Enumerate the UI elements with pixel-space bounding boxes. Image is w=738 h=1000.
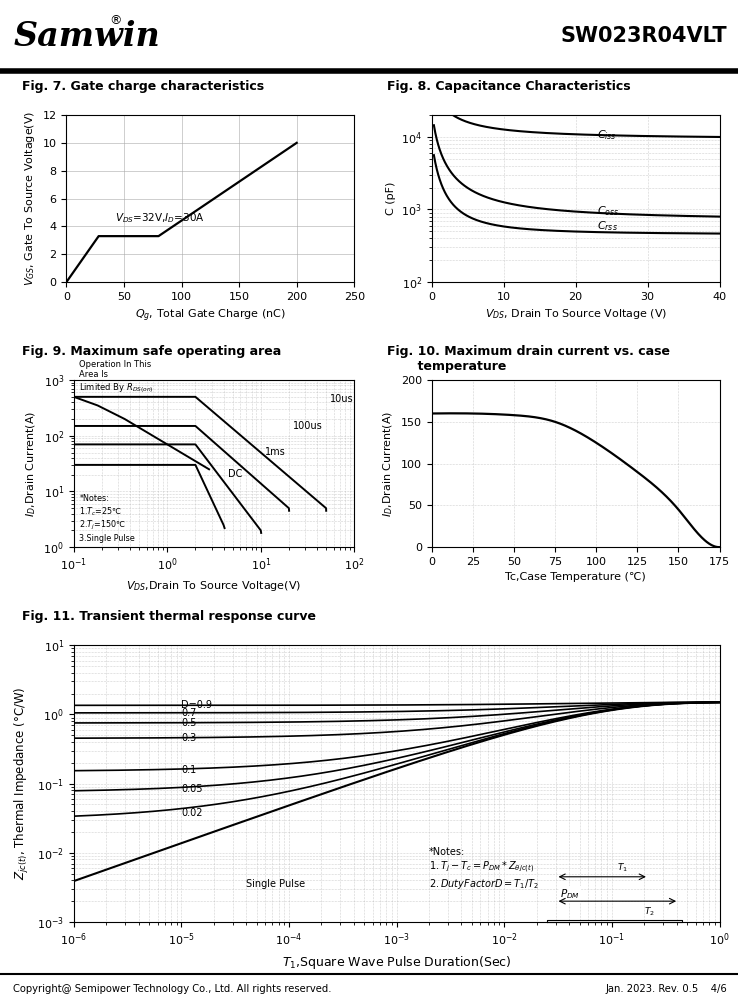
Text: $T_1$: $T_1$ xyxy=(617,861,628,874)
Text: $C_{oss}$: $C_{oss}$ xyxy=(597,204,620,218)
Text: D=0.9: D=0.9 xyxy=(182,700,213,710)
Text: *Notes:
$1.T_j-T_c=P_{DM}*Z_{\theta jc(t)}$
$2.Duty Factor D=T_1/T_2$: *Notes: $1.T_j-T_c=P_{DM}*Z_{\theta jc(t… xyxy=(429,847,539,891)
Y-axis label: $I_D$,Drain Current(A): $I_D$,Drain Current(A) xyxy=(382,410,396,517)
X-axis label: Tc,Case Temperature (℃): Tc,Case Temperature (℃) xyxy=(506,572,646,582)
X-axis label: $Q_g$, Total Gate Charge (nC): $Q_g$, Total Gate Charge (nC) xyxy=(135,307,286,324)
Y-axis label: C (pF): C (pF) xyxy=(386,182,396,215)
Text: 0.7: 0.7 xyxy=(182,708,197,718)
Text: Samwin: Samwin xyxy=(13,19,160,52)
Text: $C_{rss}$: $C_{rss}$ xyxy=(597,219,618,233)
Text: DC: DC xyxy=(228,469,243,479)
Y-axis label: $I_D$,Drain Current(A): $I_D$,Drain Current(A) xyxy=(24,410,38,517)
Text: Jan. 2023. Rev. 0.5    4/6: Jan. 2023. Rev. 0.5 4/6 xyxy=(605,984,727,994)
Text: Copyright@ Semipower Technology Co., Ltd. All rights reserved.: Copyright@ Semipower Technology Co., Ltd… xyxy=(13,984,332,994)
Text: *Notes:
1.$T_c$=25℃
2.$T_j$=150℃
3.Single Pulse: *Notes: 1.$T_c$=25℃ 2.$T_j$=150℃ 3.Singl… xyxy=(80,494,135,543)
Text: Fig. 10. Maximum drain current vs. case
       temperature: Fig. 10. Maximum drain current vs. case … xyxy=(387,345,670,373)
Text: Operation In This
Area Is
Limited By $R_{DS(on)}$: Operation In This Area Is Limited By $R_… xyxy=(80,360,154,395)
Y-axis label: $V_{GS}$, Gate To Source Voltage(V): $V_{GS}$, Gate To Source Voltage(V) xyxy=(23,111,37,286)
Text: 0.02: 0.02 xyxy=(182,808,203,818)
Text: $T_2$: $T_2$ xyxy=(644,905,655,918)
Text: Fig. 8. Capacitance Characteristics: Fig. 8. Capacitance Characteristics xyxy=(387,80,631,93)
Text: Fig. 11. Transient thermal response curve: Fig. 11. Transient thermal response curv… xyxy=(22,610,316,623)
Text: 0.3: 0.3 xyxy=(182,733,196,743)
Text: 0.1: 0.1 xyxy=(182,765,196,775)
Text: $C_{iss}$: $C_{iss}$ xyxy=(597,128,617,142)
Text: Single Pulse: Single Pulse xyxy=(246,879,306,889)
X-axis label: $T_1$,Square Wave Pulse Duration(Sec): $T_1$,Square Wave Pulse Duration(Sec) xyxy=(282,954,511,971)
Text: 10us: 10us xyxy=(330,394,354,404)
Text: SW023R04VLT: SW023R04VLT xyxy=(560,26,727,46)
Text: 0.5: 0.5 xyxy=(182,718,197,728)
Y-axis label: $Z_{jc(t)}$, Thermal Impedance (°C/W): $Z_{jc(t)}$, Thermal Impedance (°C/W) xyxy=(13,687,32,880)
Text: 0.05: 0.05 xyxy=(182,784,203,794)
Text: $P_{DM}$: $P_{DM}$ xyxy=(560,888,580,901)
Text: Fig. 7. Gate charge characteristics: Fig. 7. Gate charge characteristics xyxy=(22,80,264,93)
Text: Fig. 9. Maximum safe operating area: Fig. 9. Maximum safe operating area xyxy=(22,345,281,358)
Text: $V_{DS}$=32V,$I_D$=30A: $V_{DS}$=32V,$I_D$=30A xyxy=(115,211,204,225)
Text: 1ms: 1ms xyxy=(265,447,286,457)
Text: 100us: 100us xyxy=(293,421,323,431)
X-axis label: $V_{DS}$, Drain To Source Voltage (V): $V_{DS}$, Drain To Source Voltage (V) xyxy=(485,307,666,321)
Text: ®: ® xyxy=(109,14,122,27)
X-axis label: $V_{DS}$,Drain To Source Voltage(V): $V_{DS}$,Drain To Source Voltage(V) xyxy=(126,579,302,593)
